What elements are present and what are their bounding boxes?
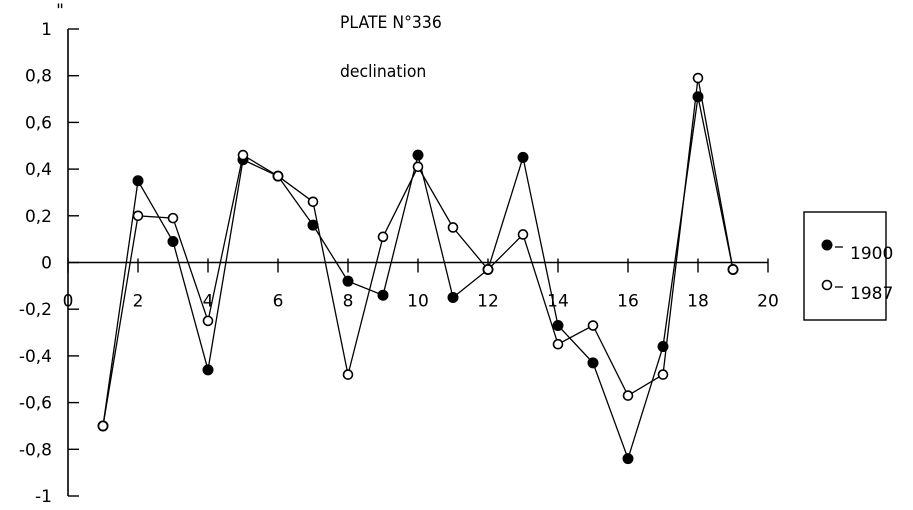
y-tick-label: -1 — [35, 487, 52, 507]
point-1900 — [307, 219, 319, 231]
x-tick-label: 10 — [407, 292, 429, 312]
legend-box — [803, 211, 887, 321]
legend-marker-1900 — [821, 239, 833, 251]
series-line-1987 — [102, 77, 734, 427]
x-tick-label: 6 — [273, 292, 284, 312]
point-1987 — [622, 390, 634, 401]
legend: 1900 1987 — [803, 211, 893, 321]
legend-marker-1987 — [821, 279, 833, 291]
point-1900 — [167, 235, 179, 247]
point-1900 — [657, 341, 669, 353]
point-1987 — [97, 420, 109, 432]
point-1987 — [167, 212, 179, 224]
point-1987 — [657, 369, 669, 380]
point-1987 — [447, 222, 459, 233]
y-tick-label: 0,2 — [25, 207, 52, 227]
legend-label-1900: 1900 — [850, 244, 893, 264]
point-1900 — [552, 320, 564, 332]
data-markers — [97, 72, 739, 465]
point-1900 — [342, 275, 354, 287]
point-1987 — [202, 315, 214, 327]
point-1900 — [132, 175, 144, 187]
y-tick-label: 0 — [41, 254, 52, 274]
y-tick-label: -0,4 — [19, 347, 52, 367]
point-1900 — [447, 292, 459, 304]
point-1900 — [692, 91, 704, 103]
point-1900 — [587, 357, 599, 369]
x-tick-label: 16 — [617, 292, 639, 312]
point-1900 — [202, 364, 214, 376]
point-1900 — [517, 151, 529, 163]
legend-label-1987: 1987 — [850, 284, 893, 304]
x-tick-label: 14 — [547, 292, 569, 312]
y-unit-label: " — [56, 1, 64, 21]
y-tick-label: 0,4 — [25, 160, 52, 180]
x-tick-label: 20 — [757, 292, 779, 312]
point-1900 — [377, 289, 389, 301]
point-1987 — [342, 369, 354, 380]
y-tick-label: 0,8 — [25, 67, 52, 87]
point-1987 — [692, 72, 704, 84]
point-1987 — [307, 196, 319, 208]
point-1900 — [622, 453, 634, 465]
x-tick-label: 4 — [203, 292, 214, 312]
x-tick-label: 0 — [63, 292, 74, 312]
axes: 1 0,8 0,6 0,4 0,2 0 -0,2 -0,4 -0,6 -0,8 -1 " 0 2 4 6 8 10… — [19, 1, 779, 507]
x-tick-label: 8 — [343, 292, 354, 312]
point-1987 — [272, 170, 284, 182]
y-tick-label: -0,6 — [19, 394, 52, 414]
point-1987 — [237, 149, 249, 161]
point-1987 — [552, 338, 564, 350]
point-1987 — [132, 210, 144, 222]
y-tick-label: 0,6 — [25, 113, 52, 133]
y-tick-label: 1 — [41, 20, 52, 40]
point-1987 — [517, 229, 529, 240]
point-1987 — [727, 264, 739, 275]
point-1987 — [377, 231, 389, 243]
x-tick-label: 12 — [477, 292, 499, 312]
x-tick-label: 2 — [133, 292, 144, 312]
point-1987 — [587, 320, 599, 331]
point-1900 — [412, 149, 424, 161]
point-1987 — [482, 264, 494, 275]
point-1987 — [412, 161, 424, 173]
y-tick-label: -0,2 — [19, 300, 52, 320]
chart-subtitle: declination — [340, 62, 427, 82]
y-tick-label: -0,8 — [19, 440, 52, 460]
chart-title: PLATE N°336 — [340, 13, 442, 33]
x-tick-label: 18 — [687, 292, 709, 312]
